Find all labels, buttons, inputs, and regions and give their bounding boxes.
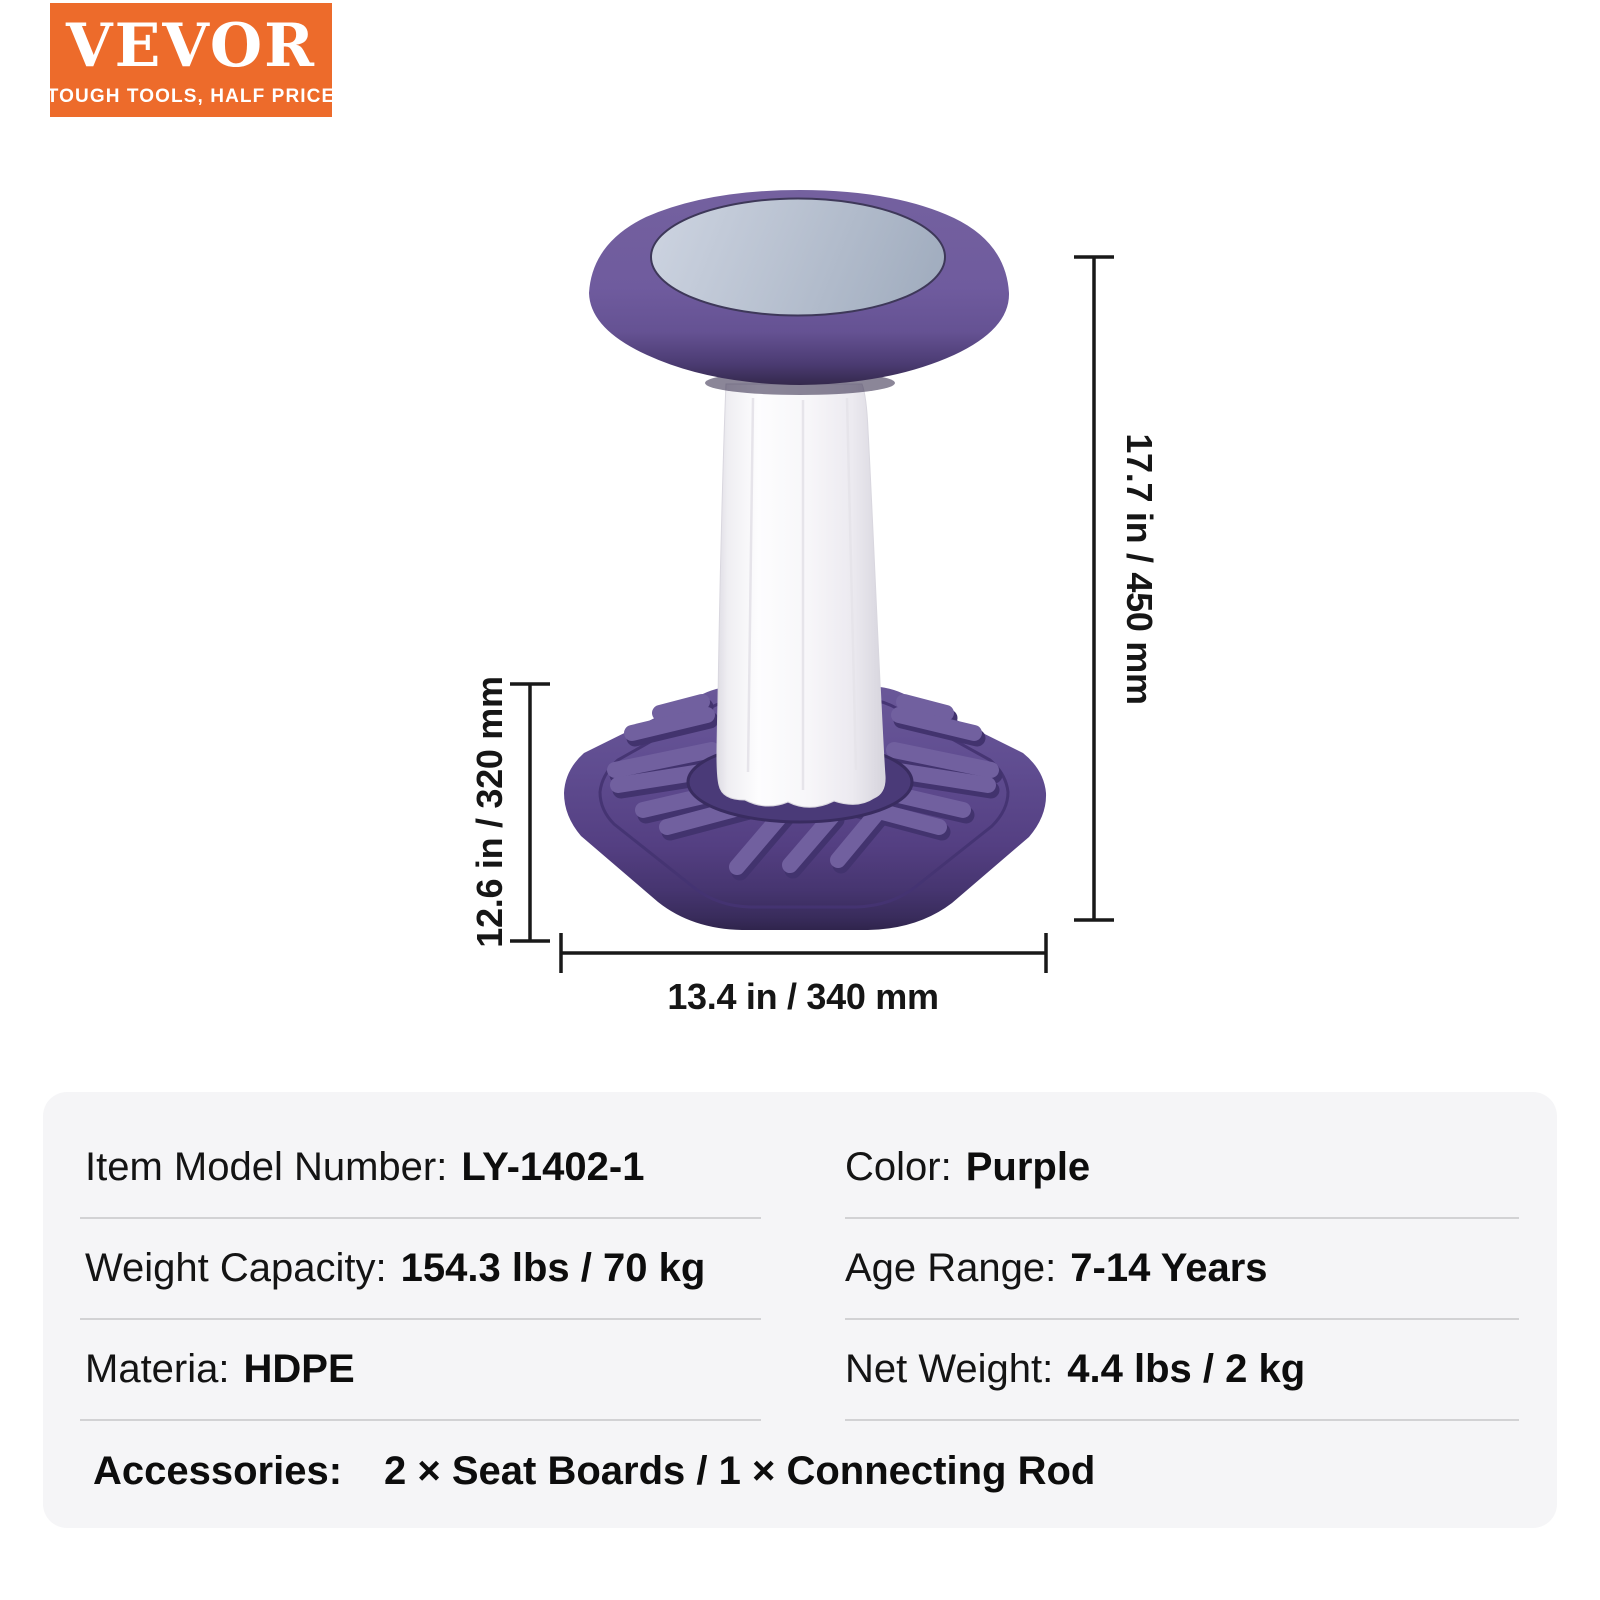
vevor-tagline: TOUGH TOOLS, HALF PRICE [46,86,336,107]
dimension-label-total-height: 17.7 in / 450 mm [1119,433,1160,705]
spec-value: 4.4 lbs / 2 kg [1067,1347,1306,1391]
spec-row-material-weight: Materia: HDPE Net Weight: 4.4 lbs / 2 kg [43,1320,1557,1421]
spec-label: Age Range: [845,1246,1057,1290]
spec-label: Materia: [85,1347,230,1391]
dimension-lines [510,255,1114,973]
spec-value: 154.3 lbs / 70 kg [400,1246,706,1290]
vevor-logo: VEVOR TOUGH TOOLS, HALF PRICE [47,3,334,117]
spec-cell-net-weight: Net Weight: 4.4 lbs / 2 kg [845,1320,1519,1421]
dimension-line-base-height [510,682,550,943]
vevor-wordmark: VEVOR [66,11,316,81]
dimension-label-base-height: 12.6 in / 320 mm [469,676,510,948]
spec-panel: Item Model Number: LY-1402-1 Color: Purp… [43,1092,1557,1528]
spec-cell-color: Color: Purple [845,1118,1519,1219]
spec-cell-age-range: Age Range: 7-14 Years [845,1219,1519,1320]
spec-row-model-color: Item Model Number: LY-1402-1 Color: Purp… [43,1118,1557,1219]
seat-top-gray [650,197,946,317]
spec-row-accessories: Accessories: 2 × Seat Boards / 1 × Conne… [43,1421,1557,1522]
spec-label: Net Weight: [845,1347,1054,1391]
spec-label: Accessories: [93,1449,343,1493]
spec-value: 2 × Seat Boards / 1 × Connecting Rod [384,1449,1096,1493]
spec-label: Color: [845,1145,952,1189]
dimension-line-total-height [1074,255,1114,922]
dimension-line-base-width [559,933,1048,973]
spec-cell-weight-capacity: Weight Capacity: 154.3 lbs / 70 kg [80,1219,761,1320]
spec-value: Purple [965,1145,1091,1189]
spec-value: HDPE [243,1347,355,1391]
spec-label: Item Model Number: [85,1145,448,1189]
dimension-label-base-width: 13.4 in / 340 mm [667,976,939,1017]
spec-cell-model: Item Model Number: LY-1402-1 [80,1118,761,1219]
spec-value: 7-14 Years [1070,1246,1268,1290]
spec-row-capacity-age: Weight Capacity: 154.3 lbs / 70 kg Age R… [43,1219,1557,1320]
column-flutes [746,397,858,790]
column-pedestal [716,383,886,808]
spec-cell-material: Materia: HDPE [80,1320,761,1421]
seat-cushion [589,190,1010,395]
spec-cell-accessories: Accessories: 2 × Seat Boards / 1 × Conne… [43,1421,1095,1522]
spec-label: Weight Capacity: [85,1246,387,1290]
spec-value: LY-1402-1 [461,1145,645,1189]
